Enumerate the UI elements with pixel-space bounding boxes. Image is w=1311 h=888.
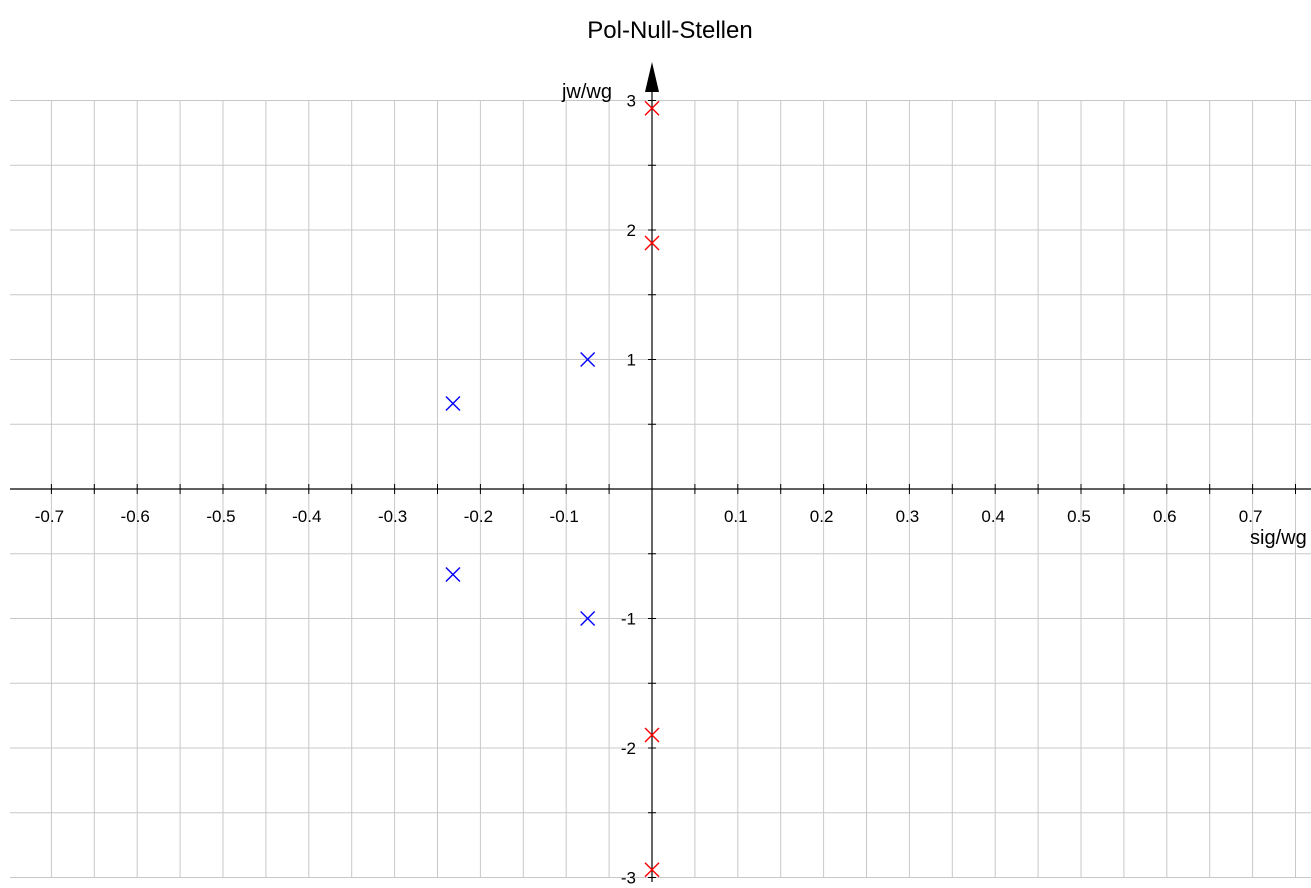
zero-marker — [644, 727, 660, 743]
x-tick-label: 0.4 — [981, 507, 1005, 526]
x-tick-label: -0.5 — [206, 507, 235, 526]
x-tick-label: -0.7 — [35, 507, 64, 526]
y-tick-label: -2 — [621, 739, 636, 758]
tick-labels: -0.7 -0.6 -0.5 -0.4 -0.3 -0.2 -0.1 0.1 0.2 0.3 0.4… — [35, 92, 1263, 888]
pole-marker — [445, 396, 461, 412]
x-tick-label: -0.1 — [550, 507, 579, 526]
y-tick-label: 3 — [627, 92, 636, 111]
axes — [10, 62, 1311, 882]
pole-marker — [580, 352, 596, 367]
x-axis-label: sig/wg — [1250, 527, 1307, 549]
marker-stroke — [644, 727, 660, 743]
x-tick-label: -0.2 — [464, 507, 493, 526]
y-tick-label: -1 — [621, 610, 636, 629]
x-tick-label: -0.6 — [121, 507, 150, 526]
zero-marker — [644, 235, 660, 251]
marker-stroke — [445, 396, 461, 412]
chart-title: Pol-Null-Stellen — [587, 17, 752, 44]
y-tick-label: -3 — [621, 869, 636, 888]
pole-marker — [580, 611, 596, 626]
x-tick-label: -0.4 — [292, 507, 321, 526]
x-tick-label: 0.3 — [896, 507, 920, 526]
zero-marker — [644, 862, 660, 878]
y-axis-arrow — [645, 62, 659, 92]
x-tick-label: -0.3 — [378, 507, 407, 526]
x-tick-label: 0.6 — [1153, 507, 1177, 526]
marker-stroke — [644, 100, 660, 116]
y-tick-label: 1 — [627, 351, 636, 370]
pole-marker — [445, 566, 461, 582]
y-axis-label: jw/wg — [561, 81, 612, 103]
x-tick-label: 0.7 — [1239, 507, 1263, 526]
y-tick-label: 2 — [627, 221, 636, 240]
marker-stroke — [644, 862, 660, 878]
marker-stroke — [580, 352, 596, 367]
x-tick-label: 0.1 — [724, 507, 748, 526]
marker-stroke — [580, 611, 596, 626]
x-tick-label: 0.2 — [810, 507, 834, 526]
data-points — [445, 100, 660, 878]
marker-stroke — [644, 235, 660, 251]
x-tick-label: 0.5 — [1067, 507, 1091, 526]
marker-stroke — [445, 566, 461, 582]
zero-marker — [644, 100, 660, 116]
